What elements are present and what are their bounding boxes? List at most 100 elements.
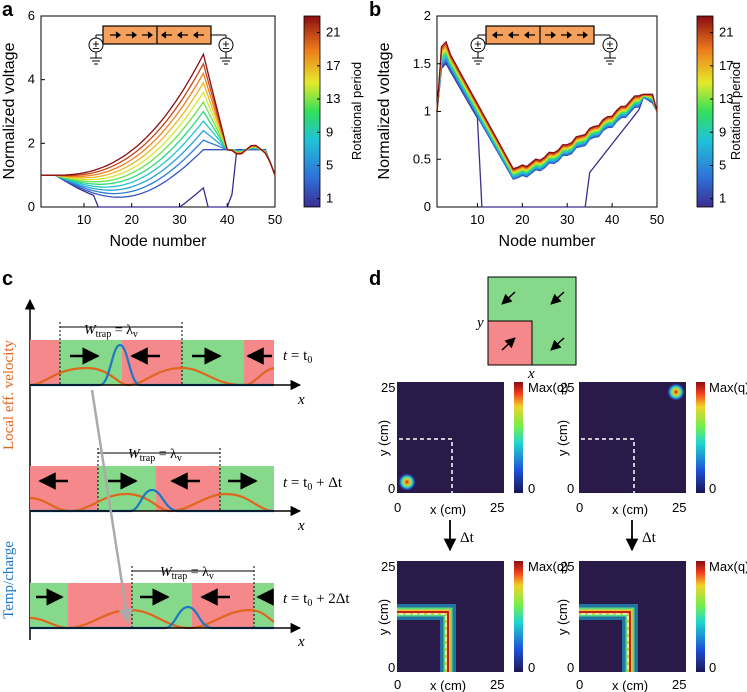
colorbar-tick-label: 5 [326,157,333,172]
colorbar-tick-label: 9 [326,124,333,139]
panel-c-row1-time: t = t0 [283,348,312,366]
xtick-label: 10 [470,212,484,227]
panel-a-colorbar [303,15,321,208]
panel-a-series-line [41,52,276,176]
panel-c-motion-arrow [90,389,134,624]
colorbar-tick-label: 9 [719,124,726,139]
panel-d-schematic-x: x [527,366,535,382]
panel-c-ylabel-temp: Temp/charge [1,541,17,619]
panel-d-heatmap-top-left: Max(q) 0 25 0 0 25 x (cm) y (cm) [376,380,568,517]
panel-d-tl-ytick-top: 25 [381,380,395,395]
colorbar-tick-label: 17 [326,58,340,73]
xtick-label: 30 [560,212,574,227]
ytick-label: 0 [28,199,35,214]
panel-c-row1-xaxis: x [297,392,305,408]
panel-a-series-line [41,91,276,181]
panel-d-tl-cbar-min: 0 [528,481,535,496]
panel-label-b: b [369,0,381,21]
xtick-label: 10 [77,212,91,227]
panel-b-series-line [436,48,658,174]
panel-d-tr-cbar-min: 0 [709,481,716,496]
panel-c-row3-time: t = t0 + 2Δt [283,591,350,609]
panel-b-series-group [436,40,658,208]
xtick-label: 20 [515,212,529,227]
panel-d-tr-ytick-bot: 0 [567,481,574,496]
panel-d-delta-right: Δt [642,530,657,546]
panel-a-xlabel: Node number [110,233,208,250]
colorbar-tick-label: 21 [326,25,340,40]
ytick-label: 0 [424,199,431,214]
panel-a-series-line [41,149,276,208]
ytick-label: 2 [28,135,35,150]
panel-d-heatmap-top-right: Max(q) 0 25 0 0 25 x (cm) y (cm) [555,380,747,517]
panel-d-br-ytick-top: 25 [560,559,574,574]
panel-d-tr-xtick-right: 25 [672,500,686,515]
panel-b-series-line [436,46,658,173]
colorbar-tick-label: 17 [719,58,733,73]
panel-d-heatmap-bottom-right: Max(q) 0 25 0 0 25 x (cm) y (cm) [555,559,747,692]
panel-d-tl-cbar-max: Max(q) [528,380,568,395]
panel-d-bl-xtick-right: 25 [490,677,504,692]
ytick-label: 0.5 [413,151,431,166]
panel-b-ticks: 10 20 30 40 50 0 0.5 1 1.5 2 [413,8,664,227]
panel-d-tl-ytick-bot: 0 [388,481,395,496]
panel-d-schematic-y: y [475,315,484,331]
panel-label-d: d [369,268,381,290]
panel-c-row-3: Wtrap = λv x t = t0 + 2Δt [29,565,350,650]
panel-b-ylabel: Normalized voltage [376,42,393,179]
panel-b-chart: 10 20 30 40 50 0 0.5 1 1.5 2 Node number Normaliz… [376,8,743,250]
panel-c-row2-time: t = t0 + Δt [283,475,343,493]
panel-d-br-xtick-left: 0 [576,677,583,692]
panel-b-series-line [436,60,658,180]
panel-d-tl-xtick-right: 25 [490,500,504,515]
panel-d-tl-xlabel: x (cm) [430,502,466,517]
panel-a-series-line [41,100,276,183]
colorbar-tick-label: 13 [719,91,733,106]
panel-d-br-ylabel: y (cm) [555,599,570,635]
panel-d-br-xtick-right: 25 [672,677,686,692]
panel-d-tr-cbar-max: Max(q) [709,380,747,395]
xtick-label: 20 [125,212,139,227]
colorbar-tick-label: 5 [719,157,726,172]
svg-text:±: ± [92,37,99,52]
panel-d-heatmap-bottom-left: Max(q) 0 25 0 0 25 x (cm) y (cm) [376,559,568,692]
panel-d-br-xlabel: x (cm) [612,678,648,692]
ytick-label: 6 [28,8,35,23]
svg-text:±: ± [606,37,613,52]
panel-c-row-1: Wtrap = λv x t = t0 [29,322,312,408]
panel-d-bl-ylabel: y (cm) [376,599,391,635]
panel-b-series-line [436,56,658,178]
xtick-label: 40 [605,212,619,227]
panel-b-colorbar-label: Rotational period [728,62,743,160]
panel-c-row2-xaxis: x [297,518,305,534]
panel-d-br-cbar-max: Max(q) [709,559,747,574]
panel-a-colorbar-ticks: 1 5 9 13 17 21 [317,25,340,206]
panel-b-series-line [436,40,658,170]
ytick-label: 4 [28,72,35,87]
panel-a-ticks: 10 20 30 40 50 0 2 4 6 [28,8,282,227]
colorbar-tick-label: 1 [326,191,333,206]
panel-d-tr-ylabel: y (cm) [555,420,570,456]
panel-c-row3-xaxis: x [297,634,305,650]
colorbar-tick-label: 21 [719,25,733,40]
panel-d-tl-ylabel: y (cm) [376,420,391,456]
panel-c-ylabel-local: Local eff. velocity [1,339,17,450]
panel-d-tr-ytick-top: 25 [560,380,574,395]
ytick-label: 1 [424,104,431,119]
panel-a-ylabel: Normalized voltage [1,42,18,179]
panel-c-row-2: Wtrap = λv x t = t0 + Δt [29,447,343,534]
colorbar-tick-label: 1 [719,191,726,206]
panel-label-a: a [2,0,14,21]
ytick-label: 2 [424,8,431,23]
panel-b-series-line [436,52,658,176]
panel-d-bl-cbar-min: 0 [528,660,535,675]
xtick-label: 50 [268,212,282,227]
panel-d-bl-cbar-max: Max(q) [528,559,568,574]
panel-d-tr-xlabel: x (cm) [612,502,648,517]
panel-a-series-line [41,62,276,177]
panel-b-colorbar [696,15,714,208]
panel-b-inset-circuit: ± ± [470,25,618,65]
panel-c-row2-wtrap: Wtrap = λv [128,447,182,464]
panel-d-tl-xtick-left: 0 [394,500,401,515]
